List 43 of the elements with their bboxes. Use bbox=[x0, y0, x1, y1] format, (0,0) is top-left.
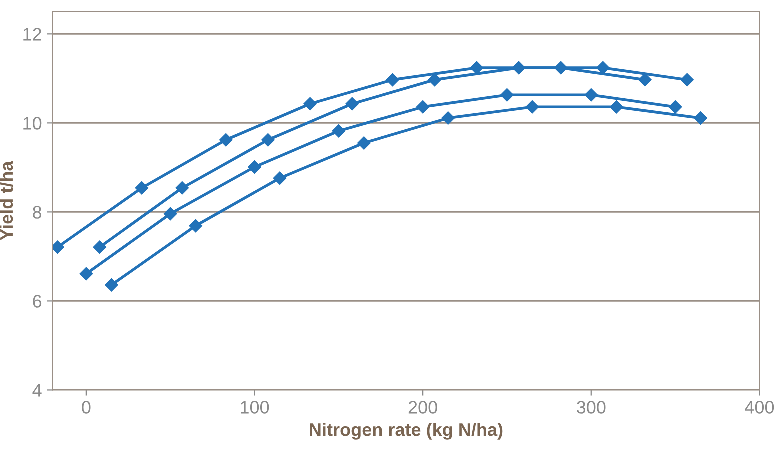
y-tick-label: 12 bbox=[24, 28, 42, 41]
point bbox=[638, 73, 652, 87]
point bbox=[52, 240, 64, 254]
point bbox=[554, 61, 568, 75]
point bbox=[105, 278, 118, 292]
point bbox=[304, 97, 317, 111]
y-tick-label: 10 bbox=[24, 117, 42, 130]
x-tick-label: 300 bbox=[577, 401, 606, 414]
point bbox=[358, 136, 371, 150]
point bbox=[248, 160, 262, 174]
point bbox=[93, 240, 106, 254]
point bbox=[470, 61, 484, 75]
y-tick-label: 8 bbox=[33, 206, 42, 219]
y-tick-label: 6 bbox=[33, 295, 42, 308]
y-tick-label: 4 bbox=[32, 384, 42, 397]
point bbox=[176, 182, 189, 195]
point bbox=[80, 267, 94, 281]
x-tick-label: 400 bbox=[745, 401, 774, 414]
point bbox=[584, 88, 598, 102]
point bbox=[428, 73, 442, 87]
point bbox=[694, 112, 708, 125]
point bbox=[189, 219, 202, 233]
point bbox=[416, 100, 430, 114]
point bbox=[442, 112, 455, 125]
point bbox=[262, 134, 275, 147]
point bbox=[273, 172, 287, 185]
x-axis-title: Nitrogen rate (kg N/ha) bbox=[310, 423, 503, 440]
point bbox=[220, 134, 233, 147]
x-tick-label: 0 bbox=[82, 401, 91, 414]
point bbox=[135, 182, 149, 195]
point bbox=[668, 100, 682, 114]
point bbox=[526, 100, 540, 114]
point bbox=[680, 73, 694, 87]
x-tick-label: 100 bbox=[241, 401, 270, 414]
point bbox=[610, 100, 624, 114]
point bbox=[346, 97, 359, 111]
point bbox=[386, 73, 400, 87]
point bbox=[164, 207, 178, 221]
point bbox=[332, 124, 346, 138]
point bbox=[500, 88, 514, 102]
point bbox=[596, 61, 610, 75]
y-axis-title: Yield t/ha bbox=[0, 161, 14, 241]
x-tick-label: 200 bbox=[408, 401, 438, 414]
